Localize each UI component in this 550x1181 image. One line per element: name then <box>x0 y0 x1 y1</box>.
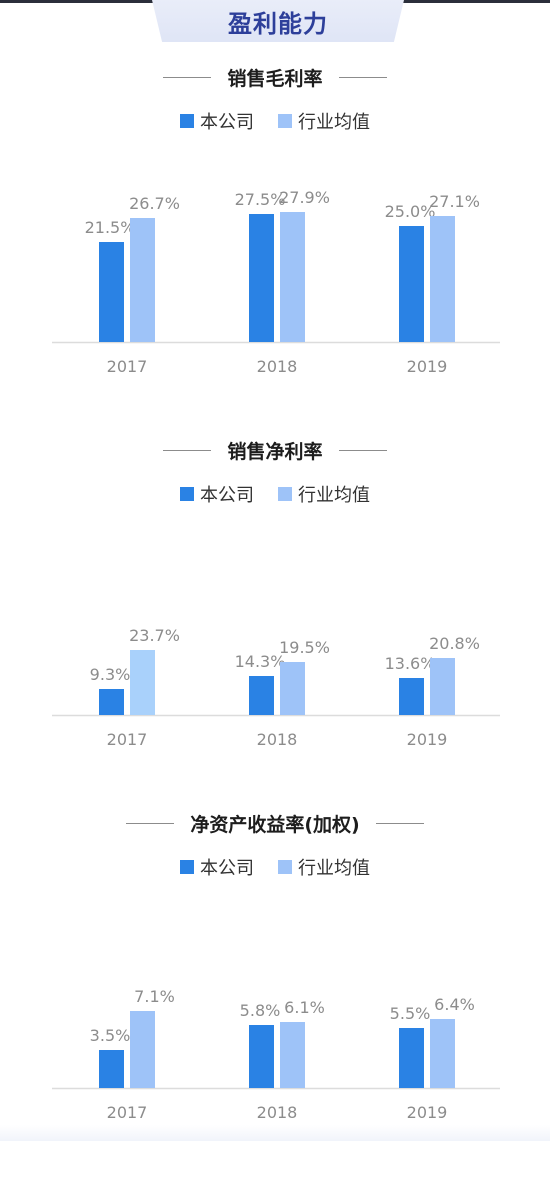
data-label-industry-2019: 6.4% <box>434 995 475 1014</box>
legend-item-company: 本公司 <box>180 854 254 880</box>
data-label-industry-2018: 19.5% <box>279 638 330 657</box>
legend: 本公司 行业均值 <box>0 481 550 507</box>
data-label-company-2019: 13.6% <box>385 654 436 673</box>
title-dash-left <box>126 822 175 824</box>
x-tick-label-2017: 2017 <box>107 730 148 749</box>
legend-label-industry: 行业均值 <box>298 485 370 506</box>
section-title: 净资产收益率(加权) <box>0 808 550 838</box>
legend-label-company: 本公司 <box>200 485 254 506</box>
bar-industry-2017 <box>130 650 155 715</box>
x-tick-label-2018: 2018 <box>257 1103 298 1122</box>
bar-chart-net-margin: 9.3% 23.7% 2017 14.3%19.5% 2018 13.6%20.8% 201… <box>52 626 500 749</box>
legend-swatch-company <box>180 114 194 128</box>
bar-industry-2018 <box>280 212 305 342</box>
bar-industry-2019 <box>430 1019 455 1088</box>
data-label-company-2017: 9.3% <box>90 665 131 684</box>
title-dash-left <box>163 76 212 78</box>
bar-company-2018 <box>249 676 274 715</box>
bar-industry-2018 <box>280 662 305 715</box>
data-label-industry-2017: 7.1% <box>134 987 175 1006</box>
x-tick-label-2017: 2017 <box>107 357 148 376</box>
title-dash-right <box>375 822 424 824</box>
x-tick-label-2019: 2019 <box>407 730 448 749</box>
data-label-industry-2018: 27.9% <box>279 188 330 207</box>
bar-company-2019 <box>399 1028 424 1088</box>
data-label-company-2017: 21.5% <box>85 218 136 237</box>
legend: 本公司 行业均值 <box>0 854 550 880</box>
data-label-company-2018: 27.5% <box>235 190 286 209</box>
legend-label-company: 本公司 <box>200 858 254 879</box>
bottom-fade <box>0 1125 550 1141</box>
chart-title: 净资产收益率(加权) <box>190 813 360 836</box>
legend-swatch-company <box>180 860 194 874</box>
page-title: 盈利能力 <box>228 9 328 38</box>
section-title: 销售净利率 <box>0 435 550 465</box>
data-label-industry-2018: 6.1% <box>284 998 325 1017</box>
x-tick-label-2019: 2019 <box>407 1103 448 1122</box>
chart-title: 销售毛利率 <box>227 67 323 90</box>
legend-swatch-industry <box>278 860 292 874</box>
x-tick-label-2018: 2018 <box>257 730 298 749</box>
legend-item-company: 本公司 <box>180 481 254 507</box>
bar-company-2018 <box>249 214 274 342</box>
chart-title: 销售净利率 <box>227 440 323 463</box>
legend-swatch-industry <box>278 114 292 128</box>
title-dash-right <box>338 76 387 78</box>
chart-section-roe: 净资产收益率(加权) 本公司 行业均值 3.5% 7.1% 2017 5.8% 6.1%… <box>0 808 550 1181</box>
bar-company-2018 <box>249 1025 274 1088</box>
bar-company-2019 <box>399 678 424 715</box>
header-tab: 盈利能力 <box>152 0 404 42</box>
data-label-industry-2017: 26.7% <box>129 194 180 213</box>
bar-company-2019 <box>399 226 424 342</box>
x-tick-label-2019: 2019 <box>407 357 448 376</box>
section-title: 销售毛利率 <box>0 62 550 92</box>
data-label-company-2017: 3.5% <box>90 1026 131 1045</box>
data-label-industry-2019: 27.1% <box>429 192 480 211</box>
bar-industry-2017 <box>130 1011 155 1088</box>
legend-item-industry: 行业均值 <box>278 854 370 880</box>
bar-industry-2019 <box>430 216 455 342</box>
bar-chart-gross-margin: 21.5% 26.7% 2017 27.5%27.9% 2018 25.0%27.1% 20… <box>52 188 500 376</box>
title-dash-right <box>338 449 387 451</box>
data-label-company-2019: 5.5% <box>390 1004 431 1023</box>
bar-chart-roe: 3.5% 7.1% 2017 5.8% 6.1% 2018 5.5% 6.4% 2019 <box>52 987 500 1122</box>
legend: 本公司 行业均值 <box>0 108 550 134</box>
data-label-industry-2017: 23.7% <box>129 626 180 645</box>
bar-industry-2018 <box>280 1022 305 1088</box>
title-dash-left <box>163 449 212 451</box>
legend-item-industry: 行业均值 <box>278 481 370 507</box>
bar-company-2017 <box>99 689 124 715</box>
bar-company-2017 <box>99 242 124 342</box>
legend-swatch-industry <box>278 487 292 501</box>
legend-item-industry: 行业均值 <box>278 108 370 134</box>
legend-swatch-company <box>180 487 194 501</box>
bar-industry-2017 <box>130 218 155 342</box>
legend-label-company: 本公司 <box>200 112 254 133</box>
legend-item-company: 本公司 <box>180 108 254 134</box>
bar-company-2017 <box>99 1050 124 1088</box>
legend-label-industry: 行业均值 <box>298 858 370 879</box>
bar-industry-2019 <box>430 658 455 715</box>
data-label-industry-2019: 20.8% <box>429 634 480 653</box>
data-label-company-2018: 5.8% <box>240 1001 281 1020</box>
x-tick-label-2018: 2018 <box>257 357 298 376</box>
x-tick-label-2017: 2017 <box>107 1103 148 1122</box>
legend-label-industry: 行业均值 <box>298 112 370 133</box>
data-label-company-2019: 25.0% <box>385 202 436 221</box>
chart-section-net-margin: 销售净利率 本公司 行业均值 9.3% 23.7% 2017 14.3% 19.5% 20… <box>0 435 550 808</box>
data-label-company-2018: 14.3% <box>235 652 286 671</box>
chart-section-gross-margin: 销售毛利率 本公司 行业均值 21.5% 26.7% 2017 27.5% 27.9% 2… <box>0 62 550 435</box>
